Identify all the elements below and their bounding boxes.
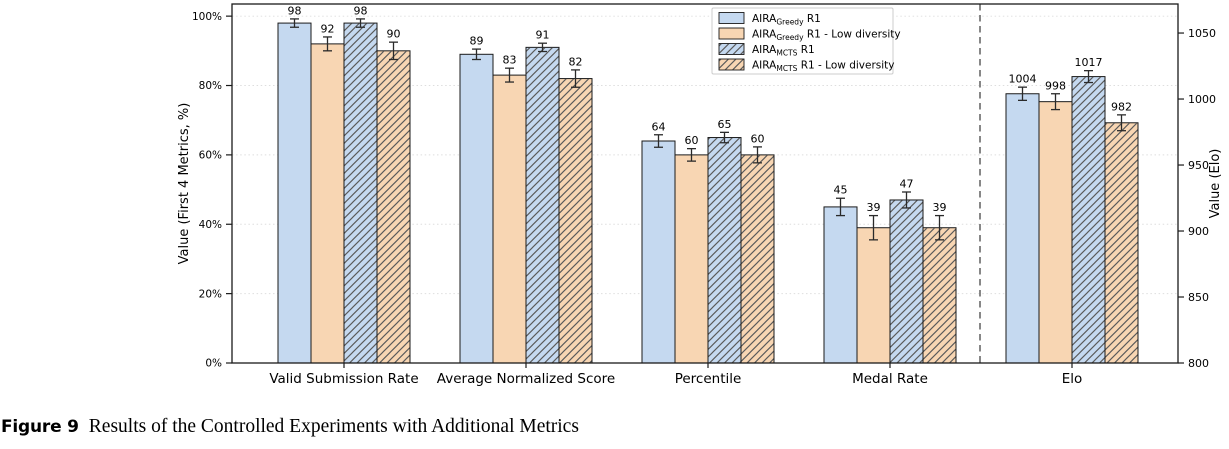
legend-label: AIRAMCTS R1 (752, 44, 815, 58)
bar-value-label: 47 (900, 177, 914, 190)
bar-hatch-overlay (559, 79, 592, 363)
error-bar (1084, 70, 1093, 84)
error-bar (290, 18, 299, 28)
right-tick-label: 900 (1188, 225, 1209, 238)
bar-value-label: 982 (1111, 100, 1132, 113)
right-tick-label: 1000 (1188, 93, 1216, 106)
legend-label: AIRAMCTS R1 - Low diversity (752, 60, 895, 74)
bar-hatch-overlay (708, 138, 741, 363)
left-tick-label: 40% (199, 219, 222, 231)
bar-hatch-overlay (1105, 123, 1138, 363)
error-bar (869, 214, 878, 241)
figure-caption: Figure 9 Results of the Controlled Experi… (1, 416, 1221, 438)
bar-value-label: 89 (470, 35, 484, 48)
bar-value-label: 98 (288, 4, 302, 17)
bar-value-label: 60 (685, 134, 699, 147)
error-bar (836, 197, 845, 217)
right-tick-label: 800 (1188, 357, 1209, 370)
x-category-label: Percentile (675, 371, 742, 387)
legend-label: AIRAGreedy R1 (752, 13, 821, 27)
right-axis-title: Value (Elo) (1208, 149, 1223, 219)
bar-value-label: 1017 (1075, 56, 1103, 69)
x-category-label: Elo (1062, 371, 1083, 387)
bar-hatch-overlay (741, 155, 774, 363)
legend-swatch-hatch (719, 44, 744, 54)
error-bar (389, 41, 398, 61)
right-tick-label: 950 (1188, 159, 1209, 172)
bar-value-label: 60 (751, 132, 765, 145)
bar-elo-s0 (1005, 93, 1040, 364)
right-tick-label: 1050 (1188, 27, 1216, 40)
bar-value-label: 39 (867, 201, 881, 214)
bar-hatch-overlay (377, 51, 410, 363)
legend: AIRAGreedy R1 AIRAGreedy R1 - Low diversi… (711, 7, 901, 75)
bar-value-label: 39 (933, 201, 947, 214)
bar-value-label: 82 (569, 55, 583, 68)
bar-percentile-s1 (674, 154, 709, 364)
error-bar (323, 36, 332, 52)
error-bar (935, 214, 944, 241)
legend-swatch-hatch (719, 59, 744, 70)
right-tick-label: 850 (1188, 291, 1209, 304)
x-category-label: Valid Submission Rate (269, 371, 418, 387)
figure-label: Figure 9 (1, 417, 79, 437)
bar-value-label: 65 (718, 118, 732, 131)
error-bar (753, 146, 762, 164)
bar-hatch-overlay (890, 200, 923, 363)
left-tick-label: 20% (199, 288, 222, 300)
error-bar (1018, 86, 1027, 101)
left-axis-title: Value (First 4 Metrics, %) (177, 103, 192, 265)
left-tick-label: 60% (199, 150, 222, 162)
bar-value-label: 998 (1045, 79, 1066, 92)
error-bar (505, 67, 514, 83)
bar-value-label: 98 (354, 4, 368, 17)
error-bar (571, 69, 580, 88)
bar-medal-rate-s1 (856, 227, 891, 364)
left-tick-label: 80% (199, 80, 222, 92)
error-bar (687, 147, 696, 162)
legend-swatch (718, 27, 745, 40)
error-bar (1051, 93, 1060, 111)
error-bar (356, 18, 365, 28)
figure-caption-text: Results of the Controlled Experiments wi… (88, 416, 579, 437)
error-bar (902, 191, 911, 209)
bar-value-label: 90 (387, 28, 401, 41)
error-bar (720, 131, 729, 144)
bar-value-label: 1004 (1009, 73, 1037, 86)
bar-value-label: 83 (503, 54, 517, 67)
bar-valid-submission-rate-s0 (277, 22, 312, 364)
bar-hatch-overlay (1072, 77, 1105, 363)
bar-average-normalized-score-s0 (459, 53, 494, 364)
plot-border (231, 3, 1179, 364)
error-bar (472, 48, 481, 61)
left-tick-label: 100% (192, 11, 222, 23)
x-category-label: Average Normalized Score (437, 371, 615, 387)
bar-value-label: 45 (834, 184, 848, 197)
legend-swatch (718, 12, 745, 24)
error-bar (1117, 114, 1126, 132)
bar-medal-rate-s0 (823, 206, 858, 364)
bar-chart: 98 92 98 90 89 83 91 82 64 60 65 60 45 39 47 39 1004 998 1… (177, 3, 1223, 387)
bar-value-label: 91 (536, 29, 550, 42)
bar-valid-submission-rate-s1 (310, 43, 345, 364)
x-category-label: Medal Rate (852, 371, 928, 387)
error-bar (654, 134, 663, 148)
legend-label: AIRAGreedy R1 - Low diversity (752, 29, 901, 43)
error-bar (538, 42, 547, 53)
bar-hatch-overlay (923, 228, 956, 363)
bar-hatch-overlay (526, 47, 559, 363)
bar-percentile-s0 (641, 140, 676, 364)
bar-value-label: 92 (321, 22, 335, 35)
bar-value-label: 64 (652, 120, 666, 133)
bar-hatch-overlay (344, 23, 377, 363)
bar-average-normalized-score-s1 (492, 74, 527, 364)
bar-elo-s1 (1038, 101, 1073, 364)
bar-chart-svg: 98 92 98 90 89 83 91 82 64 60 65 60 45 39 47 39 1004 998 1… (177, 3, 1223, 387)
left-tick-label: 0% (205, 358, 222, 370)
legend-box (711, 7, 894, 75)
